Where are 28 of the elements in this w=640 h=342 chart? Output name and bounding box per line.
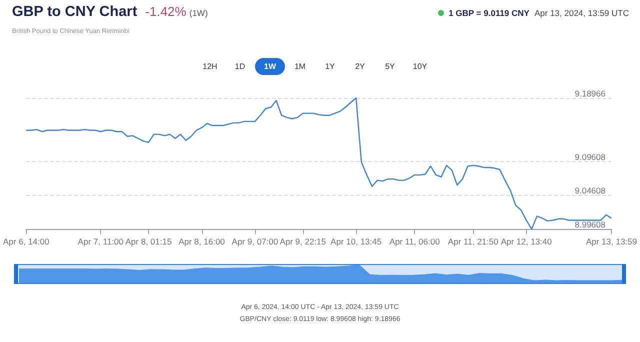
- text: 1W: [255, 58, 285, 75]
- x-tick-label: Apr 8, 16:00: [178, 236, 226, 246]
- text: 1Y: [324, 61, 336, 73]
- x-tick-label: Apr 8, 01:15: [125, 236, 172, 246]
- chart-title: GBP to CNY Chart: [12, 4, 138, 20]
- x-tick-label: Apr 11, 06:00: [389, 236, 440, 246]
- x-tick-label: Apr 11, 21:50: [448, 236, 499, 246]
- text: 1D: [234, 61, 246, 73]
- x-tick-label: Apr 13, 13:59: [586, 236, 638, 246]
- x-tick-label: Apr 9, 22:15: [280, 236, 326, 246]
- x-tick-label: Apr 7, 11:00: [78, 236, 124, 246]
- text: Apr 13, 2024, 13:59 UTC: [534, 8, 629, 18]
- text: -1.42%: [145, 4, 186, 19]
- y-tick-label: 8.99608: [574, 220, 606, 230]
- x-tick-label: Apr 12, 13:40: [500, 236, 552, 246]
- text: 2Y: [354, 61, 366, 73]
- y-tick-label: 9.09608: [574, 152, 606, 162]
- text: 12H: [202, 61, 218, 73]
- y-tick-label: 9.04608: [574, 186, 606, 196]
- text: 1M: [293, 61, 307, 73]
- text: 1 GBP = 9.0119 CNY: [448, 8, 530, 18]
- x-tick-label: Apr 10, 13:45: [330, 236, 382, 246]
- text: 10Y: [412, 61, 428, 73]
- x-tick-label: Apr 6, 14:00: [3, 236, 50, 246]
- y-tick-label: 9.18966: [574, 88, 606, 98]
- text: (1W): [189, 8, 208, 18]
- x-tick-label: Apr 9, 07:00: [232, 236, 278, 246]
- text: 5Y: [384, 61, 396, 73]
